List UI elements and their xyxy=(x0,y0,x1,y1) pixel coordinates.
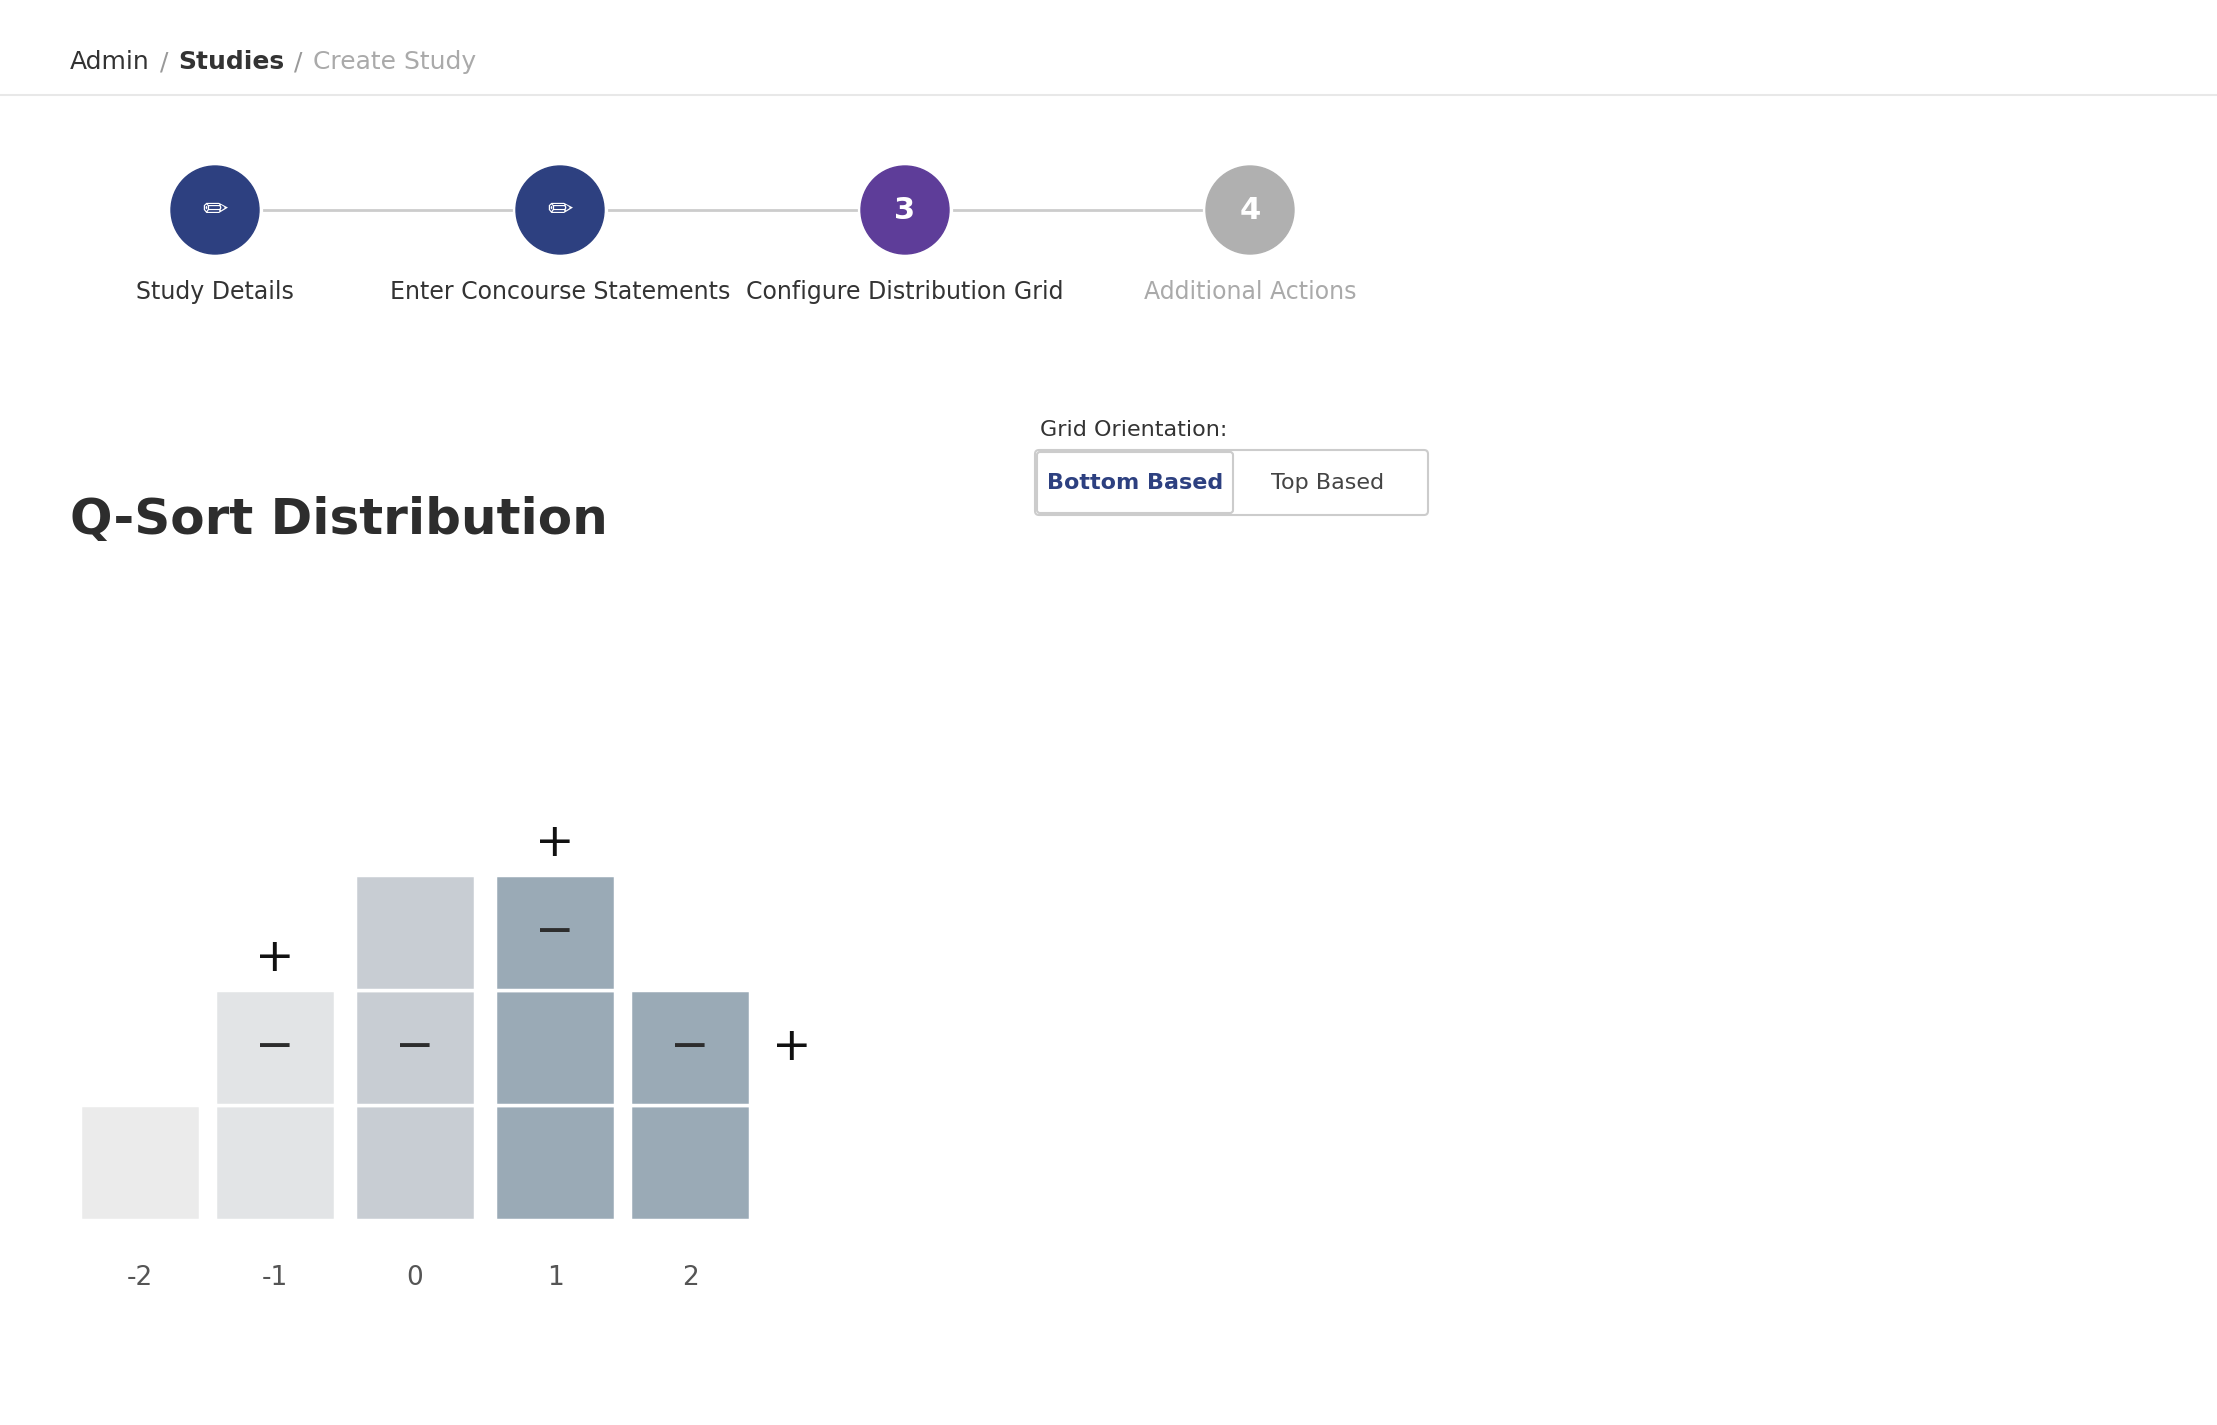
Text: Q-Sort Distribution: Q-Sort Distribution xyxy=(71,496,607,544)
Text: -1: -1 xyxy=(262,1265,288,1291)
Text: Additional Actions: Additional Actions xyxy=(1144,279,1357,304)
Bar xyxy=(355,1104,474,1220)
Circle shape xyxy=(517,165,603,254)
Text: Enter Concourse Statements: Enter Concourse Statements xyxy=(390,279,729,304)
Text: +: + xyxy=(255,935,295,980)
Bar xyxy=(215,1104,335,1220)
Bar xyxy=(355,875,474,990)
Text: Studies: Studies xyxy=(177,50,284,74)
Text: +: + xyxy=(534,821,574,865)
Text: Configure Distribution Grid: Configure Distribution Grid xyxy=(747,279,1064,304)
Bar xyxy=(80,1104,200,1220)
Bar xyxy=(494,1104,614,1220)
Text: Admin: Admin xyxy=(71,50,151,74)
Text: Top Based: Top Based xyxy=(1270,473,1386,493)
Bar xyxy=(355,990,474,1104)
FancyBboxPatch shape xyxy=(1035,450,1428,514)
Bar xyxy=(215,990,335,1104)
Text: /: / xyxy=(151,50,175,74)
Text: -2: -2 xyxy=(126,1265,153,1291)
Text: ✏: ✏ xyxy=(202,195,228,225)
Text: ✏: ✏ xyxy=(548,195,572,225)
Text: /: / xyxy=(286,50,310,74)
Text: 1: 1 xyxy=(548,1265,563,1291)
Text: Create Study: Create Study xyxy=(313,50,477,74)
Text: −: − xyxy=(670,1025,709,1070)
Circle shape xyxy=(860,165,949,254)
Text: Study Details: Study Details xyxy=(135,279,295,304)
Text: +: + xyxy=(772,1025,811,1070)
Text: Grid Orientation:: Grid Orientation: xyxy=(1040,420,1228,440)
Text: −: − xyxy=(255,1025,295,1070)
Text: 0: 0 xyxy=(406,1265,423,1291)
Text: 4: 4 xyxy=(1239,195,1261,225)
Bar xyxy=(494,875,614,990)
Text: −: − xyxy=(534,911,574,955)
Bar xyxy=(630,990,749,1104)
Text: 3: 3 xyxy=(893,195,916,225)
Text: Bottom Based: Bottom Based xyxy=(1046,473,1224,493)
Text: 2: 2 xyxy=(681,1265,698,1291)
Bar xyxy=(494,990,614,1104)
Bar xyxy=(630,1104,749,1220)
Text: −: − xyxy=(395,1025,435,1070)
Circle shape xyxy=(171,165,259,254)
Circle shape xyxy=(1206,165,1295,254)
FancyBboxPatch shape xyxy=(1038,452,1233,513)
